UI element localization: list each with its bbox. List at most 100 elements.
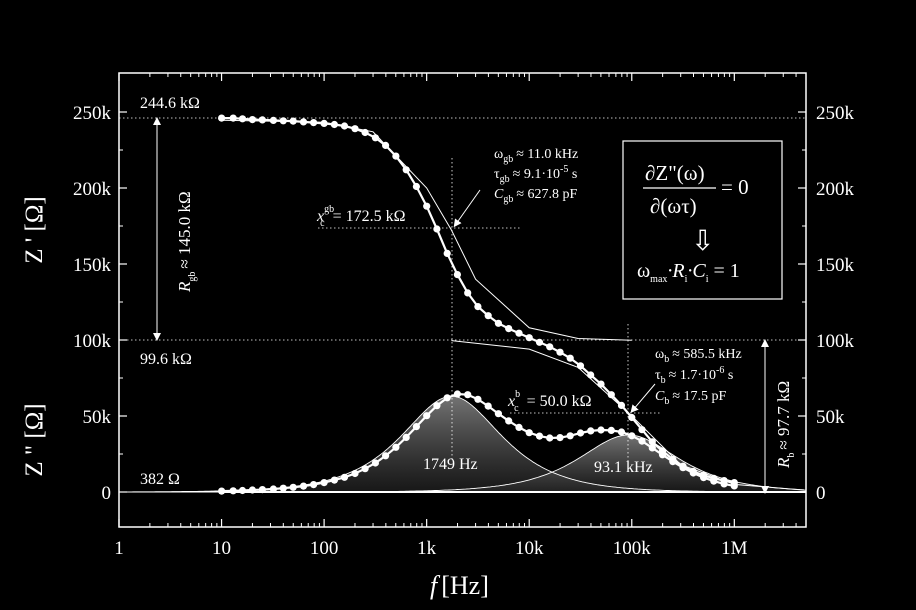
x-axis: 1 10 100 1k 10k 100k 1M — [114, 73, 807, 559]
data-point-Z_imag — [546, 434, 554, 442]
data-point-Z_real — [617, 401, 626, 409]
data-point-Z_imag — [330, 476, 338, 484]
data-point-Z_imag — [289, 483, 297, 491]
gb-omega: ωgb ≈ 11.0 kHz — [494, 147, 578, 165]
x-tick-label: 100 — [310, 538, 339, 559]
data-point-Z_imag — [700, 474, 708, 482]
data-point-Z_real — [289, 117, 297, 125]
data-point-Z_imag — [412, 423, 420, 431]
data-point-Z_real — [494, 319, 502, 327]
data-point-Z_real — [648, 438, 656, 446]
data-point-Z_imag — [310, 481, 318, 489]
data-point-Z_imag — [229, 487, 237, 495]
y-tick-label-left: 50k — [83, 407, 112, 428]
data-point-Z_imag — [423, 412, 431, 420]
data-point-Z_real — [638, 426, 646, 434]
r-low-label: 382 Ω — [140, 471, 180, 488]
data-point-Z_imag — [669, 458, 677, 466]
x-tick-label: 100k — [613, 538, 652, 559]
data-point-Z_imag — [628, 432, 636, 440]
data-point-Z_real — [218, 114, 226, 122]
data-point-Z_real — [258, 116, 266, 124]
data-point-Z_imag — [433, 402, 441, 410]
y-tick-label-left: 0 — [102, 483, 112, 504]
xc-gb-label: xgb c = 172.5 kΩ — [316, 204, 406, 229]
data-point-Z_real — [330, 120, 338, 129]
data-point-Z_real — [484, 312, 492, 320]
y-tick-label-right: 200k — [816, 179, 855, 200]
data-point-Z_imag — [587, 427, 595, 435]
equation-denominator: ∂(ωτ) — [650, 194, 697, 218]
gb-tau: τgb ≈ 9.1·10-5 s — [494, 164, 577, 185]
data-point-Z_real — [269, 116, 277, 124]
xc-b-label: xb c = 50.0 kΩ — [507, 389, 592, 414]
peak-b-area — [119, 435, 806, 492]
data-point-Z_imag — [392, 443, 400, 451]
y-axis-left: 0 50k 100k 150k 200k 250k — [73, 103, 127, 504]
r-top-label: 244.6 kΩ — [140, 95, 200, 112]
data-point-Z_imag — [648, 444, 656, 452]
data-point-Z_real — [433, 225, 441, 233]
data-point-Z_imag — [382, 452, 390, 460]
data-point-Z_real — [371, 134, 379, 142]
data-point-Z_real — [320, 119, 328, 127]
data-point-Z_imag — [464, 391, 472, 399]
y-tick-label-left: 150k — [73, 255, 112, 276]
b-omega: ωb ≈ 585.5 kHz — [655, 347, 742, 365]
data-point-Z_imag — [299, 482, 308, 490]
data-point-Z_real — [412, 182, 420, 191]
data-point-Z_imag — [535, 432, 544, 440]
data-point-Z_real — [628, 413, 636, 422]
plot-frame — [118, 72, 807, 528]
data-point-Z_real — [392, 152, 400, 160]
data-point-Z_imag — [269, 485, 277, 493]
data-point-Z_imag — [402, 433, 410, 441]
x-tick-label: 10 — [212, 538, 231, 559]
b-params-arrow — [630, 383, 656, 414]
x-tick-label: 1M — [721, 538, 748, 559]
y-tick-label-right: 50k — [816, 407, 845, 428]
data-point-Z_real — [423, 202, 431, 210]
data-series — [218, 114, 806, 495]
data-point-Z_real — [402, 166, 410, 174]
data-point-Z_imag — [361, 465, 369, 473]
data-point-Z_imag — [484, 402, 492, 410]
y-tick-label-right: 150k — [816, 255, 855, 276]
data-point-Z_real — [361, 128, 369, 137]
data-point-Z_imag — [351, 469, 359, 478]
xc-gb-arrow — [453, 189, 481, 228]
peak-gb-area — [119, 396, 806, 492]
y-axis-right: 0 50k 100k 150k 200k 250k — [798, 103, 855, 504]
x-tick-label: 1k — [417, 538, 437, 559]
data-point-Z_imag — [597, 426, 605, 434]
data-point-Z_real — [299, 118, 308, 126]
data-point-Z_real — [525, 334, 533, 342]
data-point-Z_imag — [453, 390, 461, 398]
data-point-Z_real — [607, 391, 615, 399]
data-point-Z_imag — [689, 469, 697, 477]
y-tick-label-right: 250k — [816, 103, 855, 124]
y-tick-label-left: 250k — [73, 103, 112, 124]
equation-equals-zero: = 0 — [721, 175, 749, 199]
data-point-Z_real — [229, 114, 237, 122]
y-tick-label-left: 200k — [73, 179, 112, 200]
equation-arrow: ⇩ — [691, 226, 714, 257]
data-point-Z_imag — [525, 429, 533, 437]
y-tick-label-left: 100k — [73, 331, 112, 352]
data-point-Z_real — [443, 249, 451, 257]
data-point-Z_imag — [710, 477, 718, 485]
data-point-Z_imag — [371, 459, 379, 467]
data-point-Z_imag — [720, 480, 728, 488]
data-point-Z_imag — [515, 423, 523, 431]
data-point-Z_real — [238, 115, 247, 123]
data-point-Z_real — [597, 380, 605, 388]
x-axis-title: f [Hz] — [430, 571, 489, 600]
data-point-Z_real — [310, 119, 318, 127]
data-point-Z_imag — [730, 482, 738, 490]
equation-box — [622, 140, 783, 300]
x-tick-label: 1 — [114, 538, 124, 559]
data-point-Z_imag — [494, 410, 502, 418]
y-axis-title-top: Z ' [Ω] — [21, 196, 48, 264]
data-point-Z_imag — [238, 486, 247, 495]
